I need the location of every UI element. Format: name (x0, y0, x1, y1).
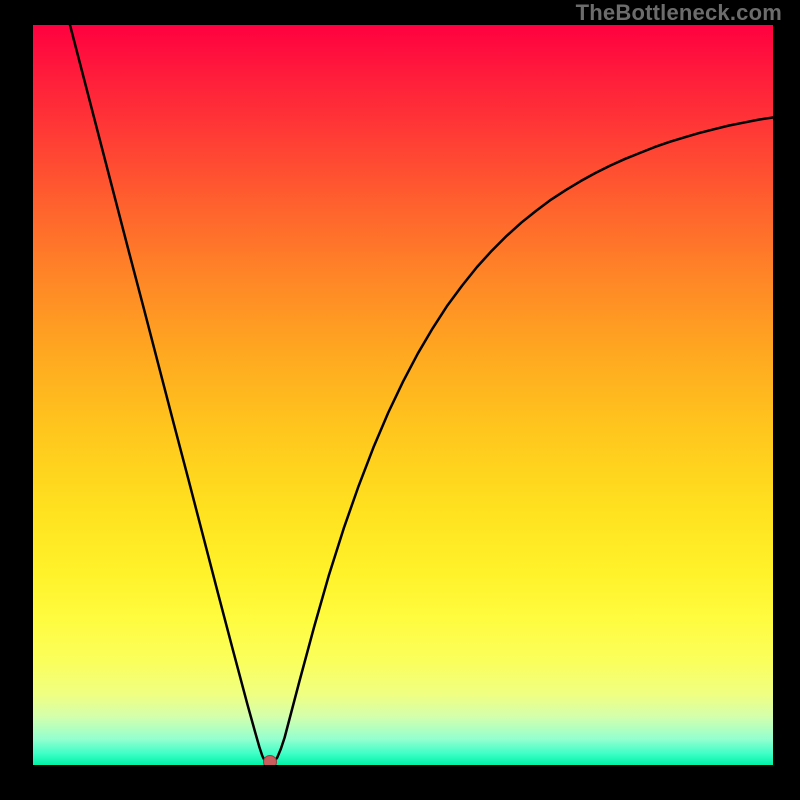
chart-curve-svg (33, 25, 773, 765)
chart-plot-area (33, 25, 773, 765)
optimal-point-marker (263, 755, 277, 765)
bottleneck-curve (70, 25, 773, 762)
watermark-text: TheBottleneck.com (576, 0, 782, 26)
